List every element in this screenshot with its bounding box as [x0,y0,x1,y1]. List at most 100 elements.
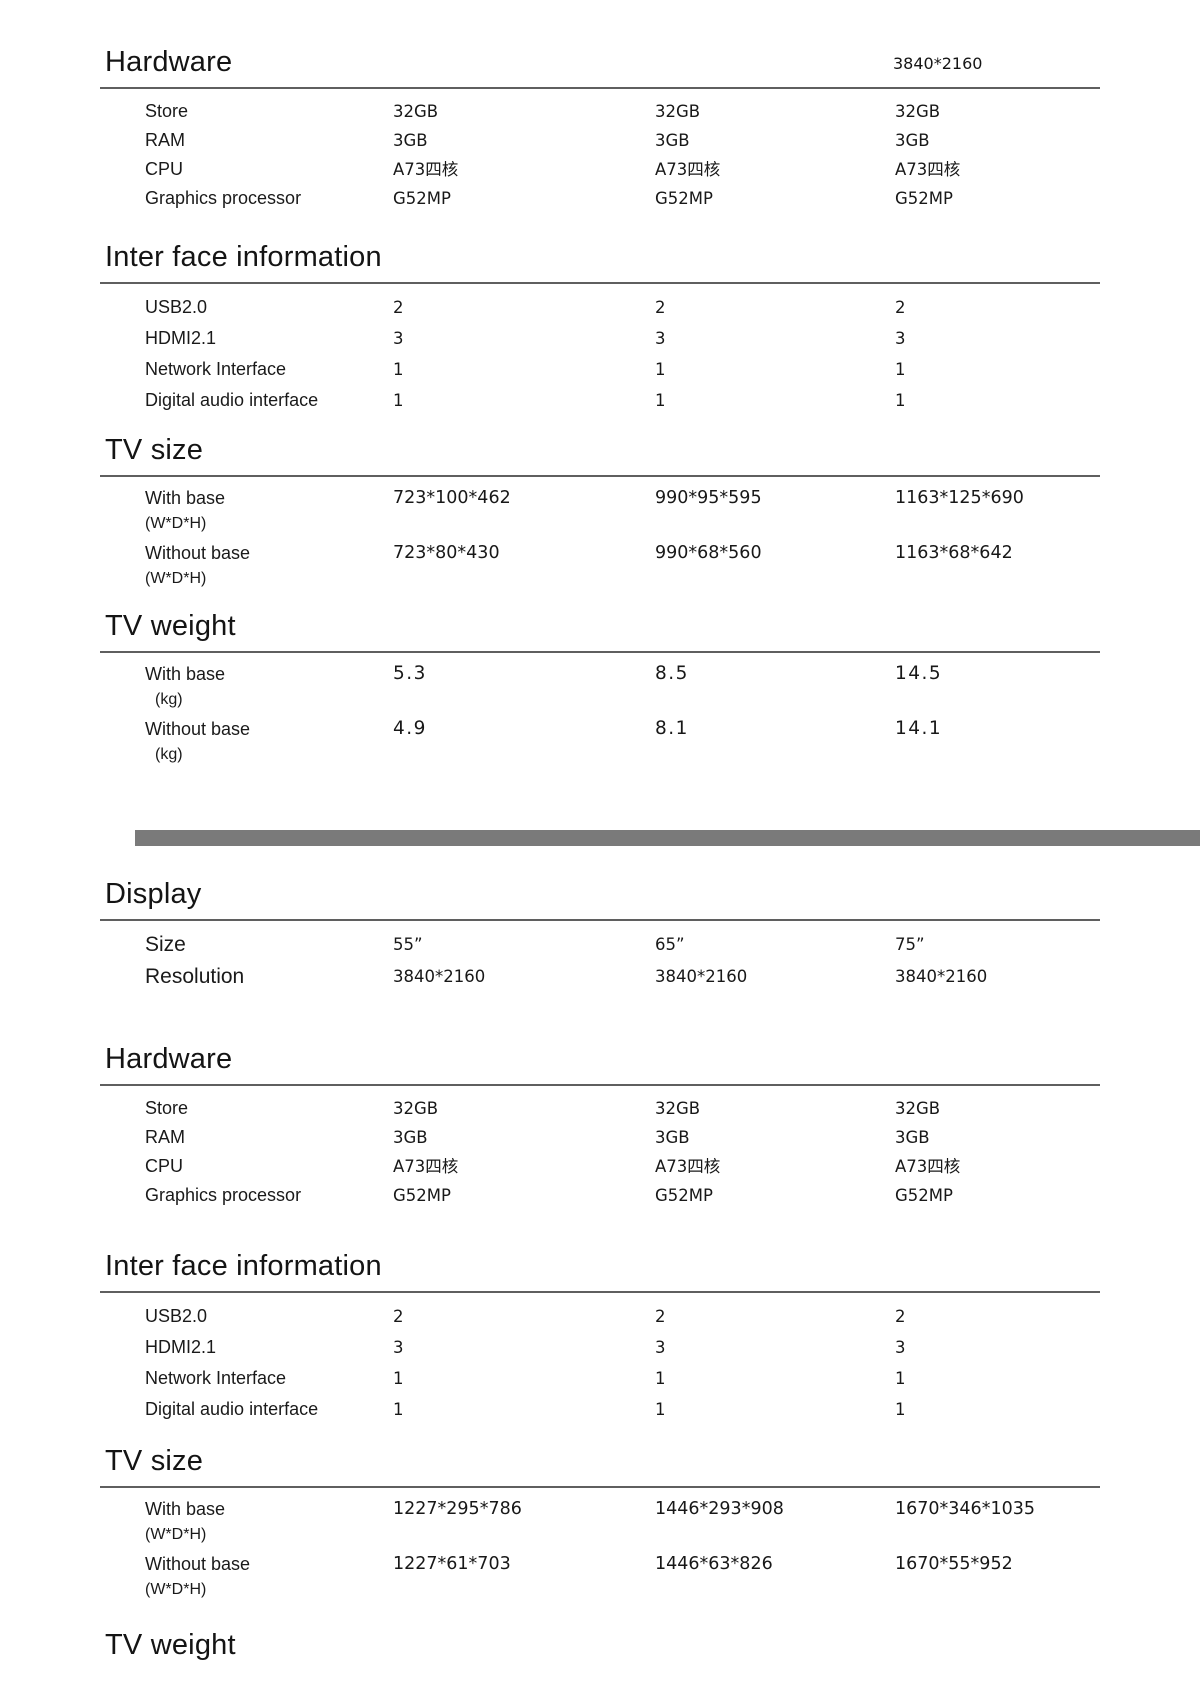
spec-value: 1 [895,391,906,410]
section-rows: With base (W*D*H) 1227*295*786 1446*293*908… [100,1496,1100,1603]
spec-row: RAM 3GB 3GB 3GB [100,1123,1100,1152]
spec-value: 32GB [393,102,439,121]
row-label-cell: With base (W*D*H) [100,1496,393,1548]
row-label-cell: Store [100,97,393,126]
row-label: With base [145,488,226,508]
spec-value: 32GB [895,102,941,121]
section-tv-weight: TV weight [100,1629,1100,1662]
row-label: Without base [145,719,251,739]
row-label-cell: Graphics processor [100,1181,393,1210]
page-divider-bar [135,830,1200,846]
spec-row: Network Interface 1 1 1 [100,1363,1100,1394]
spec-sheet: Hardware Store 32GB 32GB 32GB RAM 3GB 3GB 3GB CPU… [100,46,1200,1662]
section-rule [100,1486,1100,1488]
spec-value: 2 [655,298,666,317]
spec-value: 3GB [393,1128,428,1147]
spec-value: 723*100*462 [393,488,511,508]
section-title: Display [105,878,202,910]
row-label: Without base [145,543,251,563]
spec-value: 1227*295*786 [393,1499,522,1519]
spec-value: 3 [393,1338,404,1357]
section-tv-size: TV size With base (W*D*H) 723*100*462 990*95… [100,434,1100,592]
spec-value: 4.9 [393,718,427,739]
row-label: USB2.0 [145,297,208,317]
section-title: Hardware [105,1043,233,1075]
spec-value: 1163*125*690 [895,488,1024,508]
row-label: Store [145,1098,189,1118]
spec-value: G52MP [393,189,451,208]
spec-value: G52MP [655,189,713,208]
section-tv-size: TV size With base (W*D*H) 1227*295*786 1446*… [100,1445,1100,1603]
spec-value: 1 [895,1369,906,1388]
row-label: CPU [145,159,184,179]
spec-value: A73四核 [655,160,721,179]
row-label-cell: Size [100,929,393,961]
section-title: TV size [105,434,204,466]
spec-row: Graphics processor G52MP G52MP G52MP [100,1181,1100,1210]
spec-value: 32GB [655,1099,701,1118]
row-label: Digital audio interface [145,1399,319,1419]
spec-value: 3GB [655,131,690,150]
spec-value: 14.5 [895,663,943,684]
spec-value: 1670*55*952 [895,1554,1013,1574]
section-title: Inter face information [105,241,382,273]
section-rows: Store 32GB 32GB 32GB RAM 3GB 3GB 3GB CPU A73四核 A73… [100,97,1100,213]
row-label-cell: Graphics processor [100,184,393,213]
spec-value: 1 [393,360,404,379]
spec-value: 3GB [393,131,428,150]
row-label-cell: With base (kg) [100,661,393,713]
spec-value: 1446*293*908 [655,1499,784,1519]
spec-value: A73四核 [895,1157,961,1176]
spec-value: G52MP [895,1186,953,1205]
spec-row: Network Interface 1 1 1 [100,354,1100,385]
spec-value: 3GB [655,1128,690,1147]
section-rule [100,919,1100,921]
section-hardware: Hardware Store 32GB 32GB 32GB RAM 3GB 3GB 3GB CPU… [100,46,1100,213]
row-label-cell: Without base (kg) [100,716,393,768]
spec-value: 1 [655,391,666,410]
spec-row: CPU A73四核 A73四核 A73四核 [100,155,1100,184]
row-label: Graphics processor [145,1185,302,1205]
spec-value: G52MP [895,189,953,208]
row-label-cell: Network Interface [100,354,393,385]
section-title: Hardware [105,46,233,78]
spec-value: 1 [655,360,666,379]
spec-row: With base (W*D*H) 723*100*462 990*95*595 116… [100,485,1100,537]
row-label: RAM [145,1127,185,1147]
spec-row: Graphics processor G52MP G52MP G52MP [100,184,1100,213]
spec-value: A73四核 [895,160,961,179]
spec-row: CPU A73四核 A73四核 A73四核 [100,1152,1100,1181]
spec-value: 32GB [655,102,701,121]
spec-value: 32GB [393,1099,439,1118]
section-rule [100,475,1100,477]
spec-value: 1 [655,1369,666,1388]
row-label: With base [145,1499,226,1519]
spec-value: 1 [393,391,404,410]
spec-value: 990*68*560 [655,543,762,563]
spec-value: 2 [655,1307,666,1326]
row-label: Store [145,101,189,121]
row-label: With base [145,664,226,684]
row-label: Without base [145,1554,251,1574]
section-tv-weight: TV weight With base (kg) 5.3 8.5 14.5 Without … [100,610,1100,768]
spec-value: A73四核 [655,1157,721,1176]
spec-row: Size 55” 65” 75” [100,929,1100,961]
spec-value: 1 [895,1400,906,1419]
spec-value: 3 [393,329,404,348]
spec-row: Store 32GB 32GB 32GB [100,1094,1100,1123]
spec-value: A73四核 [393,1157,459,1176]
spec-value: 3GB [895,131,930,150]
section-rows: USB2.0 2 2 2 HDMI2.1 3 3 3 Network Interface 1 1 1 D… [100,1301,1100,1425]
row-label-cell: Without base (W*D*H) [100,1551,393,1603]
section-display: Display Size 55” 65” 75” Resolution 3840*2160 3… [100,878,1100,993]
section-rule [100,1291,1100,1293]
spec-value: 2 [393,298,404,317]
row-label-cell: Network Interface [100,1363,393,1394]
spec-value: 14.1 [895,718,943,739]
spec-value: 75” [895,935,925,954]
resolution-note: 3840*2160 [893,54,983,73]
row-label: Graphics processor [145,188,302,208]
row-label-cell: HDMI2.1 [100,323,393,354]
section-title: TV weight [105,1629,236,1661]
row-label-cell: Resolution [100,961,393,993]
